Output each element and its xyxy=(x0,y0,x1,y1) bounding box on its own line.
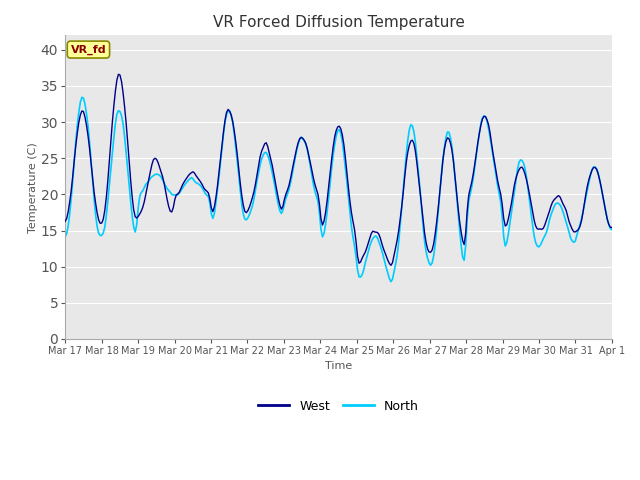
X-axis label: Time: Time xyxy=(325,361,352,372)
Y-axis label: Temperature (C): Temperature (C) xyxy=(28,142,38,232)
Text: VR_fd: VR_fd xyxy=(70,45,106,55)
Legend: West, North: West, North xyxy=(253,395,424,418)
Title: VR Forced Diffusion Temperature: VR Forced Diffusion Temperature xyxy=(212,15,465,30)
